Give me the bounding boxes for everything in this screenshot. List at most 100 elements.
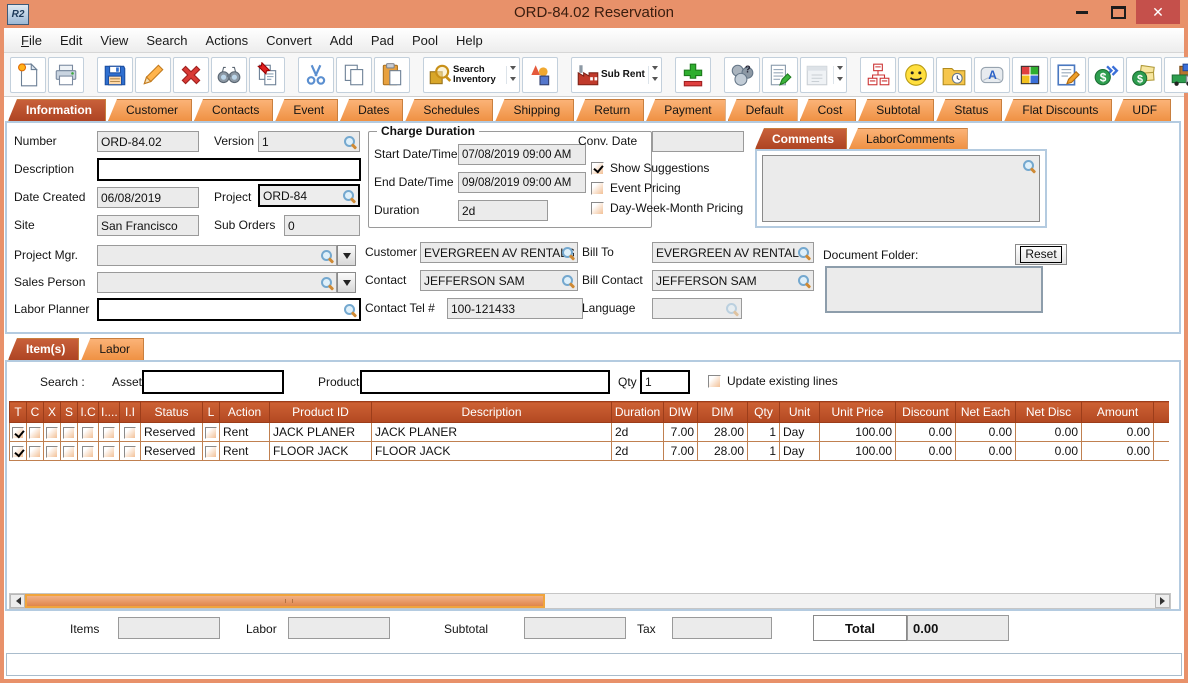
tab-contacts[interactable]: Contacts — [194, 99, 274, 121]
row1-amount[interactable]: 0.00 — [1081, 422, 1154, 442]
sub-rent-dropdown-icon[interactable] — [647, 65, 658, 84]
tab-comments[interactable]: Comments — [755, 128, 848, 149]
col-ic[interactable]: I.C — [77, 401, 99, 423]
paste-button[interactable] — [374, 56, 410, 93]
day-week-month-checkbox[interactable] — [591, 201, 604, 215]
edit-document-button[interactable] — [1049, 56, 1086, 93]
row1-ic-checkbox[interactable] — [82, 426, 94, 439]
close-button[interactable]: ✕ — [1136, 0, 1180, 24]
row2-duration[interactable]: 2d — [611, 441, 664, 461]
col-duration[interactable]: Duration — [611, 401, 664, 423]
row1-product-id[interactable]: JACK PLANER — [269, 422, 372, 442]
item-row-2[interactable]: Reserved Rent FLOOR JACK FLOOR JACK 2d 7… — [9, 441, 1169, 461]
scroll-right-button[interactable] — [1155, 594, 1170, 608]
row1-discount[interactable]: 0.00 — [895, 422, 956, 442]
search-inventory-button[interactable]: Search Inventory — [423, 56, 520, 93]
reset-button[interactable]: Reset — [1015, 244, 1067, 265]
copy-lines-button[interactable] — [249, 56, 285, 93]
bill-to-search-icon[interactable] — [797, 246, 811, 260]
row1-description[interactable]: JACK PLANER — [371, 422, 612, 442]
col-description[interactable]: Description — [371, 401, 612, 423]
menu-pad[interactable]: Pad — [370, 32, 394, 48]
project-mgr-field[interactable] — [97, 245, 337, 266]
print-button[interactable] — [48, 56, 84, 93]
col-tot[interactable]: Tot — [1153, 401, 1169, 423]
col-action[interactable]: Action — [219, 401, 270, 423]
project-mgr-dropdown[interactable] — [337, 245, 356, 266]
description-field[interactable] — [97, 158, 361, 181]
col-s[interactable]: S — [60, 401, 78, 423]
tab-default[interactable]: Default — [727, 99, 798, 121]
calendar-dropdown-icon[interactable] — [832, 65, 843, 84]
menu-search[interactable]: Search — [146, 32, 188, 48]
row1-dim[interactable]: 28.00 — [697, 422, 748, 442]
tab-dates[interactable]: Dates — [340, 99, 404, 121]
comments-textarea[interactable] — [762, 155, 1040, 222]
edit-button[interactable] — [135, 56, 171, 93]
contact-tel-field[interactable]: 100-121433 — [447, 298, 583, 319]
row2-unit[interactable]: Day — [779, 441, 820, 461]
search-inventory-dropdown-icon[interactable] — [506, 65, 516, 84]
row2-s-checkbox[interactable] — [63, 445, 75, 458]
row2-discount[interactable]: 0.00 — [895, 441, 956, 461]
row2-ic-checkbox[interactable] — [82, 445, 94, 458]
qty-input[interactable]: 1 — [640, 370, 690, 394]
sales-person-dropdown[interactable] — [337, 272, 356, 293]
col-ii[interactable]: I.I — [119, 401, 141, 423]
row1-duration[interactable]: 2d — [611, 422, 664, 442]
scrollbar-track[interactable] — [545, 594, 1155, 608]
row1-unit[interactable]: Day — [779, 422, 820, 442]
scroll-left-button[interactable] — [10, 594, 25, 608]
asset-input[interactable] — [142, 370, 284, 394]
row2-unit-price[interactable]: 100.00 — [819, 441, 896, 461]
version-search-icon[interactable] — [343, 135, 357, 149]
product-input[interactable] — [360, 370, 610, 394]
sales-person-search-icon[interactable] — [320, 276, 334, 290]
row2-description[interactable]: FLOOR JACK — [371, 441, 612, 461]
add-line-button[interactable] — [674, 56, 711, 93]
col-x[interactable]: X — [43, 401, 61, 423]
delete-button[interactable] — [173, 56, 209, 93]
tab-schedules[interactable]: Schedules — [405, 99, 494, 121]
day-week-month-option[interactable]: Day-Week-Month Pricing — [591, 201, 743, 215]
row1-t-checkbox[interactable] — [12, 426, 24, 439]
warehouse-button[interactable] — [1011, 56, 1048, 93]
row2-diw[interactable]: 7.00 — [663, 441, 698, 461]
item-row-1[interactable]: Reserved Rent JACK PLANER JACK PLANER 2d… — [9, 422, 1169, 442]
tab-shipping[interactable]: Shipping — [495, 99, 575, 121]
row1-unit-price[interactable]: 100.00 — [819, 422, 896, 442]
conv-date-field[interactable] — [652, 131, 744, 152]
calendar-button[interactable] — [799, 56, 847, 93]
invoice-button[interactable]: $ — [1125, 56, 1162, 93]
shortcut-key-button[interactable]: A — [973, 56, 1010, 93]
comments-search-icon[interactable] — [1022, 159, 1036, 173]
end-datetime-field[interactable]: 09/08/2019 09:00 AM — [458, 172, 586, 193]
document-folder-box[interactable] — [825, 266, 1043, 313]
site-field[interactable]: San Francisco — [97, 215, 199, 236]
row2-x-checkbox[interactable] — [46, 445, 58, 458]
row2-net-each[interactable]: 0.00 — [955, 441, 1016, 461]
find-button[interactable] — [211, 56, 247, 93]
tab-cost[interactable]: Cost — [799, 99, 857, 121]
cut-button[interactable] — [298, 56, 334, 93]
org-chart-button[interactable] — [859, 56, 896, 93]
project-field[interactable]: ORD-84 — [258, 184, 360, 207]
tab-udf[interactable]: UDF — [1114, 99, 1172, 121]
row1-status[interactable]: Reserved — [140, 422, 203, 442]
row2-c-checkbox[interactable] — [29, 445, 41, 458]
availability-button[interactable]: ? — [723, 56, 760, 93]
row1-qty[interactable]: 1 — [747, 422, 780, 442]
project-mgr-search-icon[interactable] — [320, 249, 334, 263]
maximize-button[interactable] — [1100, 0, 1136, 24]
row2-product-id[interactable]: FLOOR JACK — [269, 441, 372, 461]
row2-l-checkbox[interactable] — [205, 445, 217, 458]
copy-button[interactable] — [336, 56, 372, 93]
col-diw[interactable]: DIW — [663, 401, 698, 423]
show-suggestions-checkbox[interactable] — [591, 161, 604, 175]
row2-amount[interactable]: 0.00 — [1081, 441, 1154, 461]
col-net-disc[interactable]: Net Disc — [1015, 401, 1082, 423]
row1-net-each[interactable]: 0.00 — [955, 422, 1016, 442]
tab-subtotal[interactable]: Subtotal — [858, 99, 935, 121]
col-discount[interactable]: Discount — [895, 401, 956, 423]
col-product-id[interactable]: Product ID — [269, 401, 372, 423]
